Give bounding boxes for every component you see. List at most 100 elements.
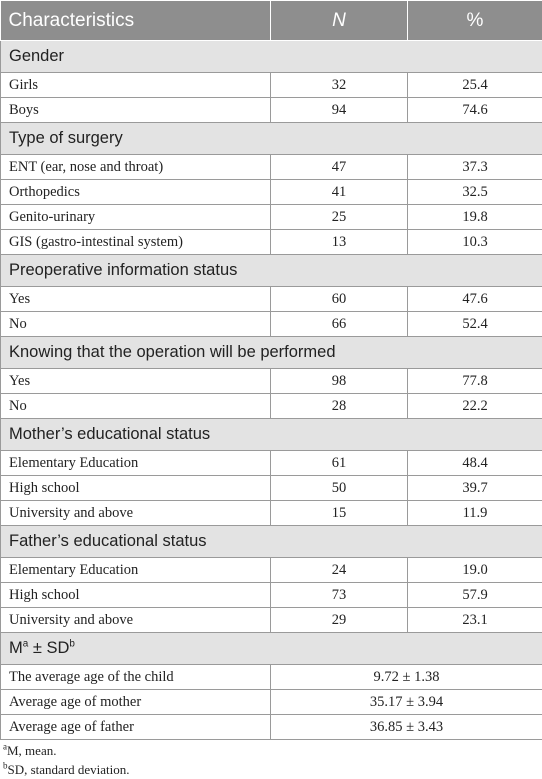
header-percent: % xyxy=(407,0,542,41)
row-percent: 57.9 xyxy=(407,582,542,608)
row-label: Elementary Education xyxy=(0,557,271,583)
footnote-a-text: M, mean. xyxy=(7,743,57,758)
row-n: 47 xyxy=(270,154,408,180)
table-row: GIS (gastro-intestinal system) 13 10.3 xyxy=(0,229,542,255)
row-label: Genito-urinary xyxy=(0,204,271,230)
section-title: Knowing that the operation will be perfo… xyxy=(0,336,542,369)
row-label: ENT (ear, nose and throat) xyxy=(0,154,271,180)
row-n: 61 xyxy=(270,450,408,476)
row-label: No xyxy=(0,311,271,337)
section-surgery: Type of surgery xyxy=(0,122,542,155)
row-n: 60 xyxy=(270,286,408,312)
footnote-b-text: SD, standard deviation. xyxy=(7,762,130,777)
row-percent: 11.9 xyxy=(407,500,542,526)
footnote-marker-b: b xyxy=(69,638,75,650)
row-percent: 32.5 xyxy=(407,179,542,205)
row-n: 50 xyxy=(270,475,408,501)
header-n: N xyxy=(270,0,408,41)
row-n: 24 xyxy=(270,557,408,583)
row-percent: 48.4 xyxy=(407,450,542,476)
table-row: Average age of father 36.85 ± 3.43 xyxy=(0,714,542,740)
section-gender: Gender xyxy=(0,40,542,73)
row-value: 36.85 ± 3.43 xyxy=(270,714,542,740)
row-label: Boys xyxy=(0,97,271,123)
sd-symbol: ± SD xyxy=(28,639,70,657)
row-label: University and above xyxy=(0,607,271,633)
row-percent: 19.0 xyxy=(407,557,542,583)
table-row: Orthopedics 41 32.5 xyxy=(0,179,542,205)
table-row: Genito-urinary 25 19.8 xyxy=(0,204,542,230)
table-row: No 28 22.2 xyxy=(0,393,542,419)
row-label: GIS (gastro-intestinal system) xyxy=(0,229,271,255)
section-title: Gender xyxy=(0,40,542,73)
row-n: 25 xyxy=(270,204,408,230)
row-percent: 19.8 xyxy=(407,204,542,230)
row-label: Elementary Education xyxy=(0,450,271,476)
row-label: Yes xyxy=(0,286,271,312)
table-row: No 66 52.4 xyxy=(0,311,542,337)
row-n: 66 xyxy=(270,311,408,337)
footnote-b-marker: b xyxy=(3,760,8,771)
row-n: 32 xyxy=(270,72,408,98)
row-value: 35.17 ± 3.94 xyxy=(270,689,542,715)
footnote-b: bSD, standard deviation. xyxy=(3,760,130,779)
table-footnotes: aM, mean. bSD, standard deviation. xyxy=(3,741,130,779)
footnote-a: aM, mean. xyxy=(3,741,130,760)
section-title: Type of surgery xyxy=(0,122,542,155)
footnote-a-marker: a xyxy=(3,741,7,752)
table-row: High school 50 39.7 xyxy=(0,475,542,501)
row-percent: 74.6 xyxy=(407,97,542,123)
row-percent: 37.3 xyxy=(407,154,542,180)
row-percent: 22.2 xyxy=(407,393,542,419)
section-mean-sd: Ma ± SDb xyxy=(0,632,542,665)
table-row: Yes 60 47.6 xyxy=(0,286,542,312)
characteristics-table: Characteristics N % Gender Girls 32 25.4… xyxy=(0,0,542,740)
row-n: 73 xyxy=(270,582,408,608)
row-label: Orthopedics xyxy=(0,179,271,205)
row-label: Girls xyxy=(0,72,271,98)
row-percent: 23.1 xyxy=(407,607,542,633)
row-label: No xyxy=(0,393,271,419)
row-label: Average age of mother xyxy=(0,689,271,715)
row-n: 28 xyxy=(270,393,408,419)
mean-symbol: M xyxy=(9,639,23,657)
table-row: Yes 98 77.8 xyxy=(0,368,542,394)
table-row: ENT (ear, nose and throat) 47 37.3 xyxy=(0,154,542,180)
row-n: 98 xyxy=(270,368,408,394)
table-row: University and above 15 11.9 xyxy=(0,500,542,526)
row-percent: 52.4 xyxy=(407,311,542,337)
table-row: Boys 94 74.6 xyxy=(0,97,542,123)
row-percent: 47.6 xyxy=(407,286,542,312)
row-n: 13 xyxy=(270,229,408,255)
row-label: Yes xyxy=(0,368,271,394)
row-n: 29 xyxy=(270,607,408,633)
table-row: Average age of mother 35.17 ± 3.94 xyxy=(0,689,542,715)
row-label: High school xyxy=(0,475,271,501)
header-characteristics: Characteristics xyxy=(0,0,271,41)
section-title: Mother’s educational status xyxy=(0,418,542,451)
section-mother: Mother’s educational status xyxy=(0,418,542,451)
section-title: Ma ± SDb xyxy=(0,632,542,665)
table-header: Characteristics N % xyxy=(0,0,542,41)
section-title: Preoperative information status xyxy=(0,254,542,287)
row-value: 9.72 ± 1.38 xyxy=(270,664,542,690)
table-row: The average age of the child 9.72 ± 1.38 xyxy=(0,664,542,690)
row-label: The average age of the child xyxy=(0,664,271,690)
section-title: Father’s educational status xyxy=(0,525,542,558)
table-row: Girls 32 25.4 xyxy=(0,72,542,98)
row-n: 15 xyxy=(270,500,408,526)
row-percent: 39.7 xyxy=(407,475,542,501)
row-n: 94 xyxy=(270,97,408,123)
table-row: Elementary Education 24 19.0 xyxy=(0,557,542,583)
section-preop: Preoperative information status xyxy=(0,254,542,287)
footnote-marker-a: a xyxy=(22,638,29,650)
row-label: University and above xyxy=(0,500,271,526)
table-row: High school 73 57.9 xyxy=(0,582,542,608)
section-father: Father’s educational status xyxy=(0,525,542,558)
row-percent: 25.4 xyxy=(407,72,542,98)
row-label: High school xyxy=(0,582,271,608)
row-label: Average age of father xyxy=(0,714,271,740)
row-percent: 77.8 xyxy=(407,368,542,394)
section-knowing: Knowing that the operation will be perfo… xyxy=(0,336,542,369)
row-n: 41 xyxy=(270,179,408,205)
